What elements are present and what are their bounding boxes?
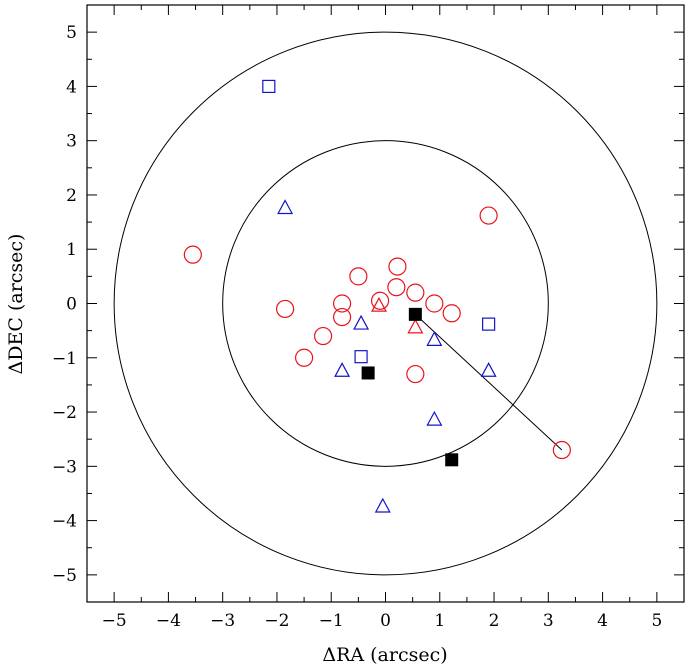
- x-tick-label: 1: [434, 611, 445, 631]
- blue-open-square-point: [482, 317, 496, 331]
- red-open-circle-point: [387, 278, 406, 297]
- y-tick-label: −2: [52, 403, 77, 423]
- x-tick-labels: −5 −4 −3 −2 −1 0 1 2 3 4 5: [102, 611, 663, 631]
- x-tick-label: −1: [319, 611, 344, 631]
- red-open-circle-point: [388, 257, 407, 276]
- x-tick-label: 0: [380, 611, 391, 631]
- red-open-circle-point: [332, 294, 352, 313]
- y-tick-label: 3: [66, 132, 77, 152]
- blue-open-square-point: [354, 350, 368, 364]
- blue-open-triangle-point: [426, 331, 443, 346]
- reference-circle-r5: [113, 31, 658, 576]
- red-open-circle-point: [313, 326, 333, 346]
- y-tick-label: 0: [66, 295, 77, 315]
- y-tick-labels: −5 −4 −3 −2 −1 0 1 2 3 4 5: [52, 23, 77, 586]
- red-open-circle-point: [442, 304, 461, 323]
- blue-open-triangle-point: [353, 314, 370, 330]
- x-tick-label: −5: [102, 611, 127, 631]
- data-points: [183, 79, 571, 513]
- y-tick-label: 4: [66, 77, 77, 97]
- y-tick-label: −3: [52, 457, 77, 477]
- blue-open-triangle-point: [277, 199, 294, 215]
- connector-line: [415, 313, 563, 451]
- x-tick-label: −2: [264, 611, 289, 631]
- blue-open-triangle-point: [334, 362, 351, 377]
- y-tick-label: −4: [52, 512, 77, 532]
- x-tick-label: 4: [597, 611, 608, 631]
- red-open-circle-point: [183, 245, 202, 264]
- y-tick-label: 5: [66, 23, 77, 43]
- y-tick-label: −5: [52, 566, 77, 586]
- x-tick-label: 5: [651, 611, 662, 631]
- red-open-circle-point: [370, 291, 390, 310]
- blue-open-triangle-point: [374, 497, 391, 513]
- red-open-circle-point: [275, 299, 295, 319]
- connector-segment: [415, 313, 563, 451]
- x-tick-label: −4: [156, 611, 181, 631]
- red-open-circle-point: [406, 283, 425, 302]
- red-open-circle-point: [294, 348, 314, 367]
- red-open-circle-point: [406, 364, 425, 384]
- x-tick-label: 3: [543, 611, 554, 631]
- red-open-circle-point: [332, 307, 352, 327]
- red-open-circle-point: [425, 294, 444, 313]
- red-open-circle-point: [479, 206, 498, 225]
- y-tick-label: −1: [52, 349, 77, 369]
- red-open-circle-point: [349, 267, 368, 286]
- y-tick-label: 2: [66, 186, 77, 206]
- red-open-triangle-point: [370, 296, 387, 312]
- axis-ticks: [86, 4, 685, 603]
- reference-circle-r3: [222, 140, 549, 467]
- blue-open-triangle-point: [426, 410, 443, 426]
- x-axis-label: ΔRA (arcsec): [322, 644, 447, 666]
- black-filled-square-point: [445, 453, 459, 467]
- y-tick-label: 1: [66, 240, 77, 260]
- reference-circles: [113, 31, 658, 576]
- x-tick-label: −3: [210, 611, 235, 631]
- y-axis-label: ΔDEC (arcsec): [5, 234, 27, 375]
- blue-open-triangle-point: [480, 362, 497, 377]
- blue-open-square-point: [262, 79, 276, 94]
- x-tick-label: 2: [489, 611, 500, 631]
- black-filled-square-point: [361, 366, 375, 380]
- black-filled-square-point: [408, 307, 422, 321]
- red-open-triangle-point: [407, 318, 424, 334]
- red-open-circle-point: [552, 440, 571, 460]
